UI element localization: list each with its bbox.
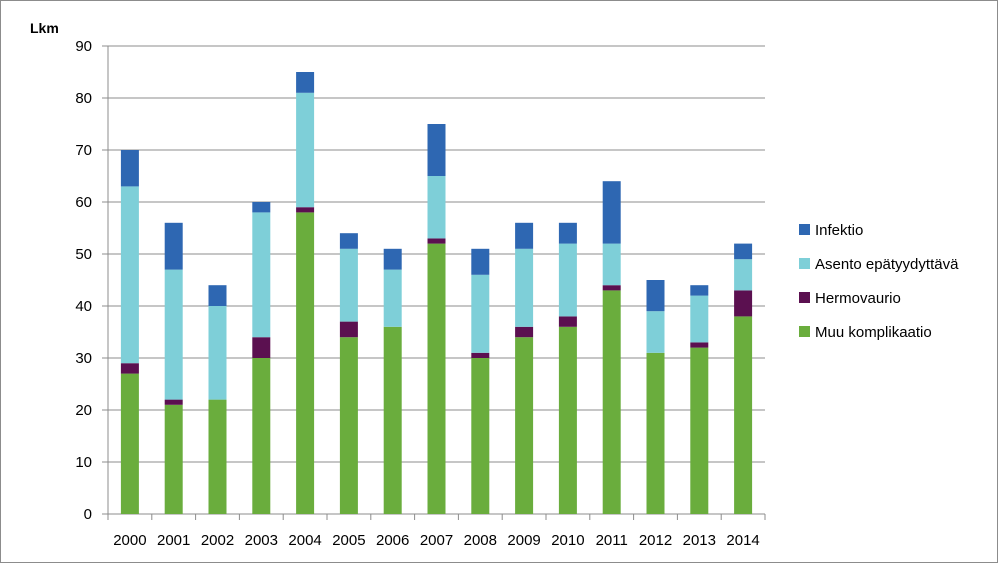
legend-swatch xyxy=(799,258,810,269)
x-tick-label: 2009 xyxy=(507,532,540,549)
bar-segment-muu-komplikaatio-2014 xyxy=(734,316,753,514)
bar-segment-asento-ep-tyydytt-v--2005 xyxy=(339,248,358,322)
bar-segment-asento-ep-tyydytt-v--2007 xyxy=(427,176,446,239)
x-tick-label: 2007 xyxy=(420,532,453,549)
x-tick-label: 2008 xyxy=(464,532,497,549)
x-tick-label: 2013 xyxy=(683,532,716,549)
legend-label: Hermovaurio xyxy=(815,290,901,307)
bar-segment-asento-ep-tyydytt-v--2001 xyxy=(164,269,183,400)
bar-segment-hermovaurio-2004 xyxy=(296,207,315,213)
x-tick-label: 2002 xyxy=(201,532,234,549)
bar-segment-asento-ep-tyydytt-v--2000 xyxy=(120,186,139,364)
bar-segment-hermovaurio-2014 xyxy=(734,290,753,317)
bar-segment-hermovaurio-2010 xyxy=(558,316,577,327)
bars xyxy=(120,72,753,514)
bar-segment-muu-komplikaatio-2001 xyxy=(164,404,183,514)
y-tick-label: 90 xyxy=(75,38,92,55)
y-tick-label: 0 xyxy=(84,506,92,523)
y-tick-label: 80 xyxy=(75,90,92,107)
x-tick-label: 2000 xyxy=(113,532,146,549)
bar-segment-asento-ep-tyydytt-v--2006 xyxy=(383,269,402,327)
bar-segment-asento-ep-tyydytt-v--2012 xyxy=(646,311,665,353)
bar-segment-hermovaurio-2000 xyxy=(120,363,139,374)
legend-swatch xyxy=(799,224,810,235)
x-tick-label: 2006 xyxy=(376,532,409,549)
bar-segment-muu-komplikaatio-2009 xyxy=(515,337,534,514)
x-tick-label: 2014 xyxy=(726,532,759,549)
x-tick-label: 2004 xyxy=(288,532,321,549)
bar-segment-muu-komplikaatio-2000 xyxy=(120,373,139,514)
bar-segment-infektio-2011 xyxy=(602,181,621,244)
bar-segment-infektio-2002 xyxy=(208,285,227,306)
bar-segment-infektio-2000 xyxy=(120,150,139,187)
bar-segment-asento-ep-tyydytt-v--2011 xyxy=(602,243,621,286)
bar-segment-infektio-2014 xyxy=(734,243,753,260)
x-tick-label: 2010 xyxy=(551,532,584,549)
bar-segment-infektio-2003 xyxy=(252,202,271,213)
bar-segment-muu-komplikaatio-2008 xyxy=(471,358,490,514)
bar-segment-asento-ep-tyydytt-v--2010 xyxy=(558,243,577,317)
x-tick-label: 2012 xyxy=(639,532,672,549)
bar-segment-muu-komplikaatio-2012 xyxy=(646,352,665,514)
x-tick-label: 2001 xyxy=(157,532,190,549)
bar-segment-infektio-2007 xyxy=(427,124,446,176)
bar-segment-asento-ep-tyydytt-v--2004 xyxy=(296,92,315,208)
legend-label: Infektio xyxy=(815,222,863,239)
bar-segment-hermovaurio-2009 xyxy=(515,326,534,338)
bar-segment-muu-komplikaatio-2004 xyxy=(296,212,315,514)
bar-segment-asento-ep-tyydytt-v--2009 xyxy=(515,248,534,327)
bar-segment-hermovaurio-2008 xyxy=(471,352,490,358)
bar-segment-infektio-2004 xyxy=(296,72,315,93)
y-tick-label: 30 xyxy=(75,350,92,367)
legend-swatch xyxy=(799,326,810,337)
bar-segment-muu-komplikaatio-2006 xyxy=(383,326,402,514)
bar-segment-asento-ep-tyydytt-v--2008 xyxy=(471,274,490,353)
bar-segment-muu-komplikaatio-2007 xyxy=(427,243,446,514)
bar-segment-hermovaurio-2013 xyxy=(690,342,709,348)
y-tick-label: 20 xyxy=(75,402,92,419)
bar-segment-hermovaurio-2005 xyxy=(339,321,358,338)
bar-segment-hermovaurio-2001 xyxy=(164,399,183,405)
legend-label: Muu komplikaatio xyxy=(815,324,932,341)
bar-segment-muu-komplikaatio-2010 xyxy=(558,326,577,514)
bar-segment-muu-komplikaatio-2002 xyxy=(208,399,227,514)
y-tick-label: 10 xyxy=(75,454,92,471)
x-tick-label: 2003 xyxy=(245,532,278,549)
y-tick-labels: 0 10 20 30 40 50 60 70 80 90 xyxy=(75,38,92,523)
bar-segment-hermovaurio-2011 xyxy=(602,285,621,291)
bar-segment-muu-komplikaatio-2003 xyxy=(252,358,271,514)
bar-segment-infektio-2001 xyxy=(164,222,183,270)
legend: Infektio Asento epätyydyttävä Hermovaurio M… xyxy=(799,222,959,341)
bar-segment-infektio-2005 xyxy=(339,233,358,249)
bar-segment-infektio-2010 xyxy=(558,222,577,244)
bar-segment-infektio-2013 xyxy=(690,285,709,296)
legend-label: Asento epätyydyttävä xyxy=(815,256,959,273)
y-axis-label: Lkm xyxy=(30,20,59,36)
bar-segment-hermovaurio-2003 xyxy=(252,337,271,358)
y-tick-label: 40 xyxy=(75,298,92,315)
x-tick-labels: 2000 2001 2002 2003 2004 2005 2006 2007 2008 2009… xyxy=(113,532,760,549)
bar-segment-asento-ep-tyydytt-v--2002 xyxy=(208,306,227,400)
x-tick-label: 2011 xyxy=(596,532,628,549)
bar-segment-muu-komplikaatio-2011 xyxy=(602,290,621,514)
x-tick-label: 2005 xyxy=(332,532,365,549)
y-tick-label: 60 xyxy=(75,194,92,211)
legend-swatch xyxy=(799,292,810,303)
y-tick-label: 70 xyxy=(75,142,92,159)
bar-segment-asento-ep-tyydytt-v--2014 xyxy=(734,259,753,291)
y-tick-label: 50 xyxy=(75,246,92,263)
bar-segment-asento-ep-tyydytt-v--2003 xyxy=(252,212,271,338)
bar-segment-infektio-2006 xyxy=(383,248,402,270)
bar-segment-hermovaurio-2007 xyxy=(427,238,446,244)
bar-segment-muu-komplikaatio-2013 xyxy=(690,347,709,514)
bar-segment-infektio-2009 xyxy=(515,222,534,249)
bar-segment-infektio-2008 xyxy=(471,248,490,275)
bar-segment-asento-ep-tyydytt-v--2013 xyxy=(690,295,709,343)
bar-segment-muu-komplikaatio-2005 xyxy=(339,337,358,514)
bar-segment-infektio-2012 xyxy=(646,280,665,312)
